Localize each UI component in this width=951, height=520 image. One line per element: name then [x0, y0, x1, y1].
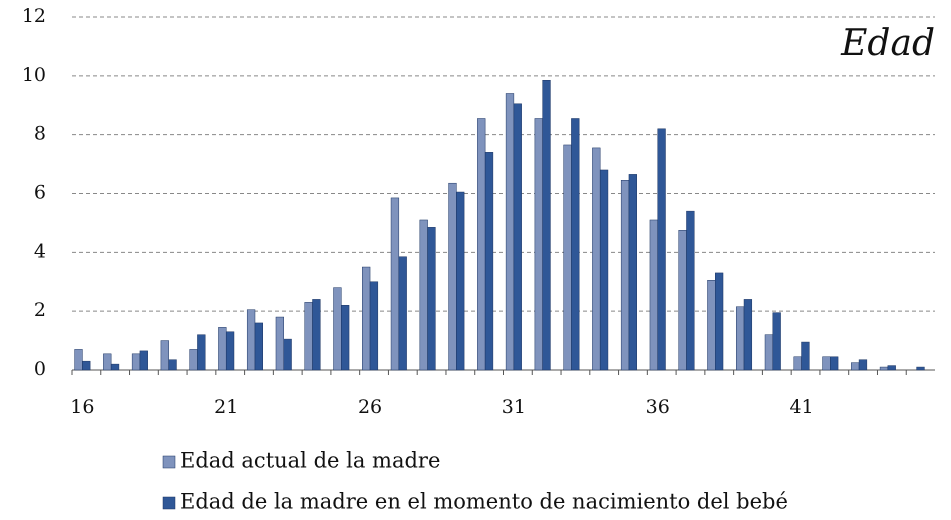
y-tick-label: 10: [22, 64, 46, 86]
bar: [743, 299, 753, 371]
bar: [916, 366, 925, 371]
y-tick-label: 2: [34, 299, 46, 321]
bar: [735, 306, 745, 371]
bar: [858, 359, 868, 371]
bar: [887, 365, 896, 371]
chart-title: Edad: [840, 23, 935, 64]
x-tick-label: 31: [502, 396, 526, 418]
bar: [168, 359, 177, 371]
bar: [398, 256, 407, 371]
bar: [254, 322, 264, 371]
x-tick-label: 16: [70, 396, 94, 418]
bar: [599, 169, 609, 371]
bar: [82, 360, 91, 371]
bar: [74, 349, 83, 371]
bar: [283, 338, 292, 371]
bar: [312, 299, 321, 371]
bar: [362, 266, 371, 371]
bar: [715, 272, 724, 371]
bar: [879, 366, 889, 371]
y-tick-label: 6: [34, 182, 46, 204]
legend-swatch: [162, 496, 176, 510]
bar: [341, 305, 350, 371]
x-tick-label: 41: [789, 396, 813, 418]
bar: [707, 280, 716, 371]
bar: [772, 312, 781, 371]
bar: [649, 219, 658, 371]
bar: [505, 93, 515, 371]
bar: [484, 152, 494, 371]
bar: [160, 340, 169, 371]
bar: [542, 79, 551, 371]
y-tick-label: 4: [34, 240, 46, 262]
x-tick-label: 26: [358, 396, 382, 418]
legend-swatch: [162, 455, 176, 469]
bar: [830, 356, 839, 371]
y-tick-label: 8: [34, 123, 46, 145]
bar: [592, 147, 601, 371]
bar: [225, 331, 235, 371]
x-tick-label: 36: [646, 396, 670, 418]
bar: [197, 334, 206, 371]
bar: [427, 227, 436, 371]
bar: [369, 281, 379, 371]
bar: [534, 118, 543, 371]
bar: [275, 316, 285, 371]
bar: [801, 341, 810, 371]
bar: [110, 363, 120, 371]
bar: [563, 144, 572, 371]
y-tick-label: 0: [34, 358, 46, 380]
bar: [822, 356, 831, 371]
bar: [678, 230, 687, 371]
bar: [628, 174, 637, 371]
bar: [620, 180, 630, 371]
bar: [851, 362, 860, 371]
bar: [571, 118, 580, 371]
bar: [390, 197, 400, 371]
bar: [419, 219, 428, 371]
bar: [189, 349, 198, 371]
bar: [333, 287, 342, 371]
bar: [686, 210, 695, 371]
x-tick-label: 21: [214, 396, 238, 418]
bar: [657, 128, 666, 371]
bar: [103, 353, 112, 371]
bar: [304, 302, 313, 371]
bar: [448, 182, 457, 371]
legend-label: Edad de la madre en el momento de nacimi…: [180, 490, 788, 514]
bar: [139, 350, 148, 371]
bar: [793, 356, 802, 371]
bar: [477, 118, 486, 371]
bar: [513, 103, 522, 371]
y-tick-label: 12: [22, 5, 46, 27]
legend-label: Edad actual de la madre: [180, 449, 440, 473]
bar: [131, 353, 141, 371]
bar: [218, 327, 227, 371]
bar: [456, 191, 465, 371]
bar: [764, 334, 774, 371]
bar: [246, 309, 256, 371]
